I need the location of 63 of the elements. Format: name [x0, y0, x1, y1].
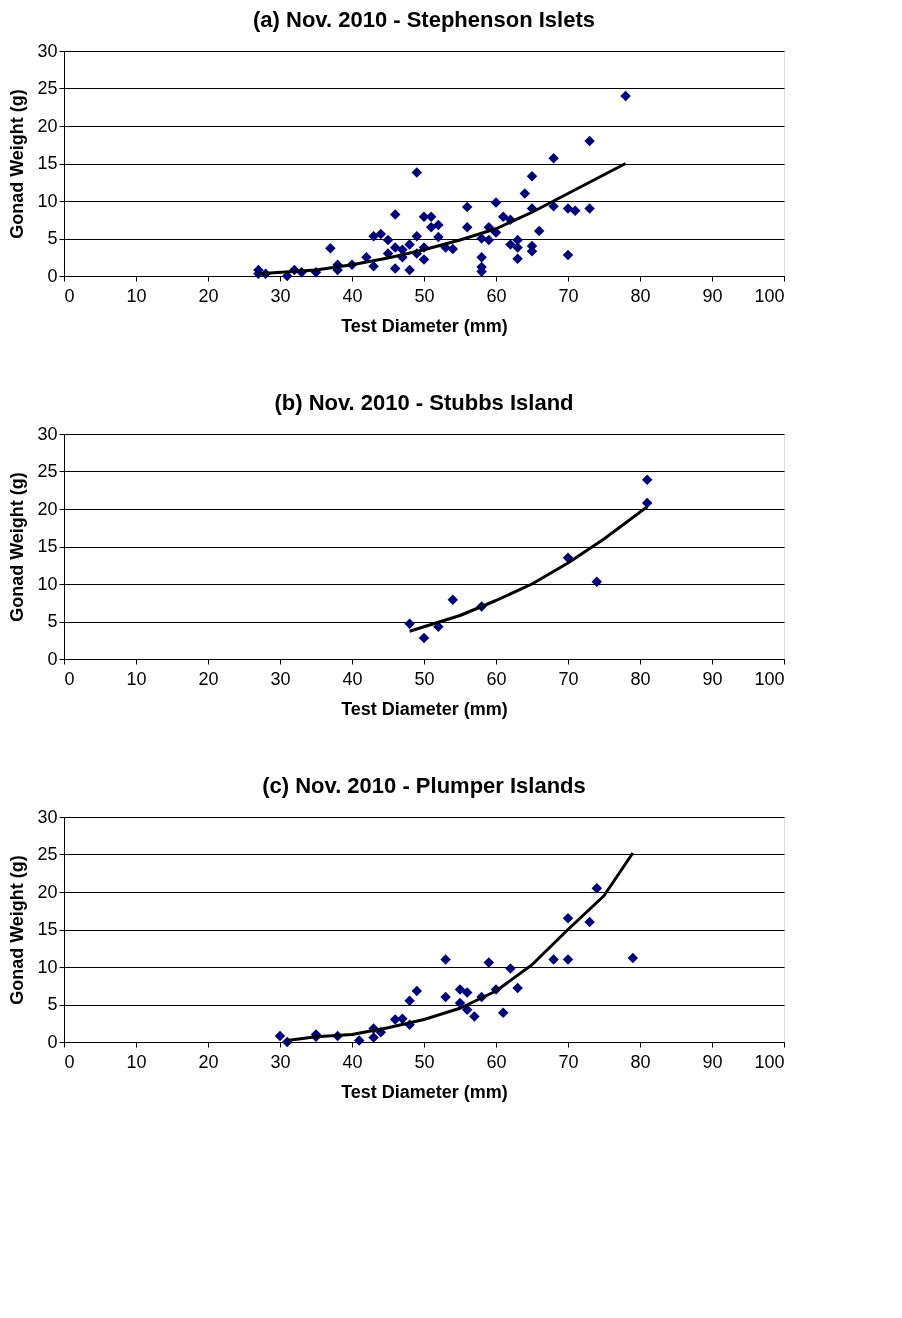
- x-tick-label: 30: [270, 285, 291, 306]
- x-tick-label: 10: [126, 285, 147, 306]
- x-tick-label: 20: [198, 1051, 219, 1072]
- y-tick-label: 10: [37, 956, 58, 977]
- y-tick-label: 25: [37, 78, 58, 98]
- y-tick-label: 0: [47, 265, 58, 286]
- y-tick-label: 25: [37, 844, 58, 864]
- x-tick-label: 50: [414, 1051, 435, 1072]
- x-axis-title: Test Diameter (mm): [341, 1081, 508, 1102]
- x-tick-label: 90: [702, 1051, 723, 1072]
- x-tick-label: 40: [342, 668, 363, 689]
- y-tick-label: 10: [37, 190, 58, 211]
- x-tick-label: 80: [630, 1051, 651, 1072]
- y-tick-label: 20: [37, 115, 58, 136]
- y-tick-label: 20: [37, 881, 58, 902]
- x-tick-label: 60: [486, 285, 507, 306]
- x-tick-label: 70: [558, 668, 579, 689]
- x-tick-label: 30: [270, 1051, 291, 1072]
- x-tick-label: 10: [126, 668, 147, 689]
- y-tick-label: 10: [37, 573, 58, 594]
- x-tick-label: 20: [198, 668, 219, 689]
- y-tick-label: 30: [37, 40, 58, 61]
- x-tick-label: 50: [414, 285, 435, 306]
- x-axis-title: Test Diameter (mm): [341, 698, 508, 719]
- y-tick-label: 0: [47, 648, 58, 669]
- y-axis-title: Gonad Weight (g): [7, 472, 28, 622]
- chart-title: (a) Nov. 2010 - Stephenson Islets: [253, 7, 595, 32]
- x-tick-label: 90: [702, 285, 723, 306]
- x-tick-label: 50: [414, 668, 435, 689]
- x-tick-label: 30: [270, 668, 291, 689]
- x-tick-label: 90: [702, 668, 723, 689]
- y-tick-label: 20: [37, 498, 58, 519]
- x-tick-label: 60: [486, 668, 507, 689]
- x-tick-label: 0: [64, 668, 75, 689]
- x-tick-label: 80: [630, 668, 651, 689]
- x-tick-label: 70: [558, 285, 579, 306]
- y-tick-label: 15: [37, 536, 58, 556]
- x-tick-label: 60: [486, 1051, 507, 1072]
- x-tick-label: 20: [198, 285, 219, 306]
- y-tick-label: 0: [47, 1031, 58, 1052]
- x-tick-label: 0: [64, 285, 75, 306]
- y-tick-label: 25: [37, 461, 58, 481]
- y-tick-label: 15: [37, 919, 58, 939]
- y-axis-title: Gonad Weight (g): [7, 855, 28, 1005]
- x-tick-label: 10: [126, 1051, 147, 1072]
- chart-title: (c) Nov. 2010 - Plumper Islands: [262, 773, 586, 798]
- y-tick-label: 30: [37, 423, 58, 444]
- x-tick-label: 40: [342, 285, 363, 306]
- y-tick-label: 15: [37, 153, 58, 173]
- y-axis-title: Gonad Weight (g): [7, 89, 28, 239]
- x-axis-title: Test Diameter (mm): [341, 315, 508, 336]
- x-tick-label: 100: [754, 1051, 785, 1072]
- x-tick-label: 40: [342, 1051, 363, 1072]
- x-tick-label: 0: [64, 1051, 75, 1072]
- x-tick-label: 70: [558, 1051, 579, 1072]
- y-tick-label: 5: [47, 994, 58, 1014]
- x-tick-label: 100: [754, 668, 785, 689]
- x-tick-label: 80: [630, 285, 651, 306]
- y-tick-label: 5: [47, 228, 58, 248]
- chart-title: (b) Nov. 2010 - Stubbs Island: [274, 390, 574, 415]
- y-tick-label: 30: [37, 806, 58, 827]
- y-tick-label: 5: [47, 611, 58, 631]
- x-tick-label: 100: [754, 285, 785, 306]
